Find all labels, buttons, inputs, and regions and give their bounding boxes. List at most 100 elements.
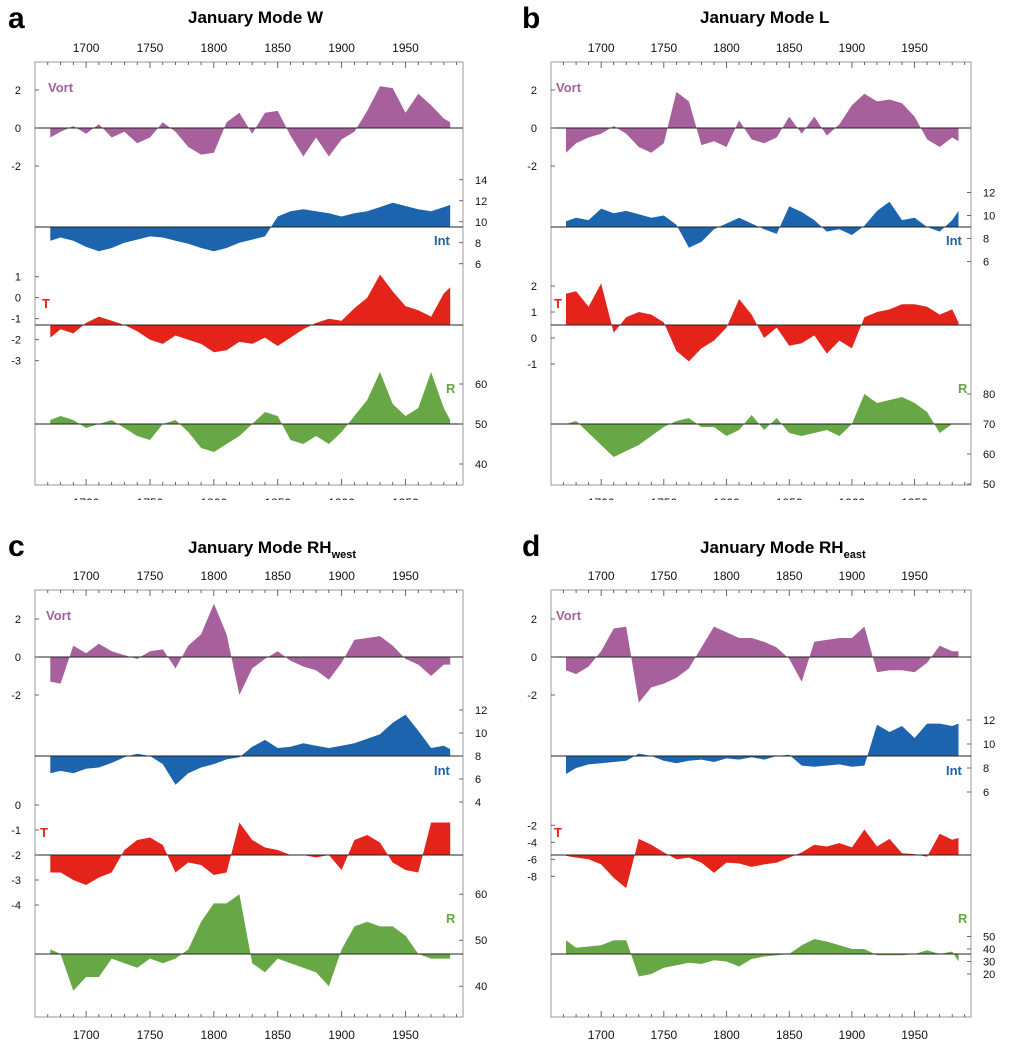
- year-tick-bottom-label: 1800: [713, 1028, 740, 1039]
- right-axis-tick-label: 4: [475, 797, 481, 809]
- left-axis-tick-label: -3: [11, 875, 21, 887]
- year-tick-bottom-label: 1750: [137, 1028, 164, 1039]
- right-axis-tick-label: 12: [475, 705, 487, 717]
- panel-letter: d: [522, 530, 541, 563]
- series-area-vort: [50, 86, 451, 157]
- left-axis-tick-label: 2: [531, 281, 537, 293]
- series-area-r: [566, 394, 959, 457]
- left-axis-tick-label: -2: [527, 820, 537, 832]
- right-axis-tick-label: 8: [475, 751, 481, 763]
- right-axis-tick-label: 70: [983, 419, 995, 431]
- year-tick-top-label: 1950: [392, 569, 419, 583]
- chart-mode-rheast: 1700 1700 1750 1750 1800 1800 1850 1850 1900 1900…: [527, 569, 995, 1042]
- right-axis-tick-label: 10: [983, 739, 995, 751]
- panel-mode-rhwest: c January Mode RHwest 1700 1700 1750 1750 18…: [0, 520, 506, 1044]
- right-axis-tick-label: 6: [983, 787, 989, 799]
- year-tick-top-label: 1750: [650, 41, 677, 55]
- right-axis-tick-label: 6: [475, 774, 481, 786]
- left-axis-tick-label: 0: [531, 652, 537, 664]
- year-tick-bottom-label: 1700: [73, 1028, 100, 1039]
- left-axis-tick-label: -1: [11, 825, 21, 837]
- left-axis-tick-label: 2: [15, 614, 21, 626]
- right-axis-tick-label: 6: [475, 259, 481, 271]
- left-axis-tick-label: -2: [11, 850, 21, 862]
- year-tick-top-label: 1750: [137, 569, 164, 583]
- left-axis-tick-label: -2: [11, 690, 21, 702]
- series-label-vort: Vort: [46, 608, 72, 623]
- series-label-vort: Vort: [556, 608, 582, 623]
- year-tick-top-label: 1950: [901, 41, 928, 55]
- right-axis-tick-label: 12: [983, 715, 995, 727]
- year-tick-top-label: 1900: [328, 569, 355, 583]
- panel-title-main: January Mode RH: [700, 538, 844, 557]
- panel-letter: c: [8, 530, 25, 563]
- right-axis-tick-label: 14: [475, 175, 487, 187]
- year-tick-top-label: 1950: [392, 41, 419, 55]
- series-label-r: R: [958, 911, 968, 926]
- left-axis-tick-label: 0: [531, 333, 537, 345]
- left-axis-tick-label: -2: [11, 161, 21, 173]
- left-axis-tick-label: 2: [15, 85, 21, 97]
- year-tick-top-label: 1700: [588, 41, 615, 55]
- right-axis-tick-label: 50: [983, 479, 995, 491]
- year-tick-bottom-label: 1900: [839, 496, 866, 500]
- year-tick-bottom-label: 1800: [201, 1028, 228, 1039]
- year-tick-top-label: 1700: [73, 41, 100, 55]
- panel-title: January Mode RHeast: [700, 538, 866, 561]
- year-tick-bottom-label: 1750: [137, 496, 164, 500]
- series-label-t: T: [40, 825, 48, 840]
- right-axis-tick-label: 50: [983, 932, 995, 944]
- series-label-t: T: [554, 825, 562, 840]
- series-label-int: Int: [946, 763, 963, 778]
- right-axis-tick-label: 12: [983, 188, 995, 200]
- year-tick-top-label: 1800: [201, 569, 228, 583]
- year-tick-bottom-label: 1800: [713, 496, 740, 500]
- series-label-int: Int: [434, 763, 451, 778]
- plot-frame: [34, 589, 464, 1018]
- year-tick-bottom-label: 1800: [201, 496, 228, 500]
- year-tick-top-label: 1900: [839, 41, 866, 55]
- panel-title-main: January Mode W: [188, 8, 324, 27]
- year-tick-top-label: 1800: [201, 41, 228, 55]
- chart-mode-rhwest: 1700 1700 1750 1750 1800 1800 1850 1850 1900 1900…: [11, 569, 487, 1042]
- year-tick-bottom-label: 1750: [650, 1028, 677, 1039]
- right-axis-tick-label: 40: [475, 981, 487, 993]
- series-label-int: Int: [434, 233, 451, 248]
- left-axis-tick-label: -4: [527, 837, 537, 849]
- year-tick-top-label: 1950: [901, 569, 928, 583]
- year-tick-top-label: 1700: [73, 569, 100, 583]
- panel-mode-w: a January Mode W 17001700175017501800180…: [0, 0, 506, 510]
- left-axis-tick-label: 0: [531, 123, 537, 135]
- right-axis-tick-label: 40: [983, 944, 995, 956]
- series-area-int: [566, 723, 959, 774]
- series-area-vort: [566, 626, 959, 703]
- right-axis-tick-label: 50: [475, 419, 487, 431]
- right-axis-tick-label: 8: [983, 763, 989, 775]
- year-tick-bottom-label: 1900: [328, 1028, 355, 1039]
- panel-letter: b: [522, 2, 541, 35]
- series-label-r: R: [446, 381, 456, 396]
- series-area-r: [566, 939, 959, 977]
- year-tick-top-label: 1850: [776, 41, 803, 55]
- year-tick-top-label: 1750: [137, 41, 164, 55]
- year-tick-bottom-label: 1950: [392, 1028, 419, 1039]
- right-axis-tick-label: 30: [983, 957, 995, 969]
- year-tick-bottom-label: 1900: [839, 1028, 866, 1039]
- year-tick-bottom-label: 1700: [588, 1028, 615, 1039]
- right-axis-tick-label: 8: [475, 238, 481, 250]
- year-tick-bottom-label: 1850: [264, 1028, 291, 1039]
- plot-frame: [550, 589, 972, 1018]
- right-axis-tick-label: 6: [983, 257, 989, 269]
- chart-mode-l: 1700170017501750180018001850185019001900…: [527, 41, 995, 510]
- right-axis-tick-label: 10: [475, 217, 487, 229]
- year-tick-bottom-label: 1850: [264, 496, 291, 500]
- series-area-int: [50, 714, 451, 785]
- year-tick-top-label: 1900: [839, 569, 866, 583]
- left-axis-tick-label: 0: [15, 652, 21, 664]
- series-area-t: [50, 822, 451, 885]
- series-label-r: R: [958, 381, 968, 396]
- right-axis-tick-label: 60: [475, 889, 487, 901]
- right-axis-tick-label: 50: [475, 935, 487, 947]
- series-area-t: [50, 274, 451, 353]
- right-axis-tick-label: 60: [475, 379, 487, 391]
